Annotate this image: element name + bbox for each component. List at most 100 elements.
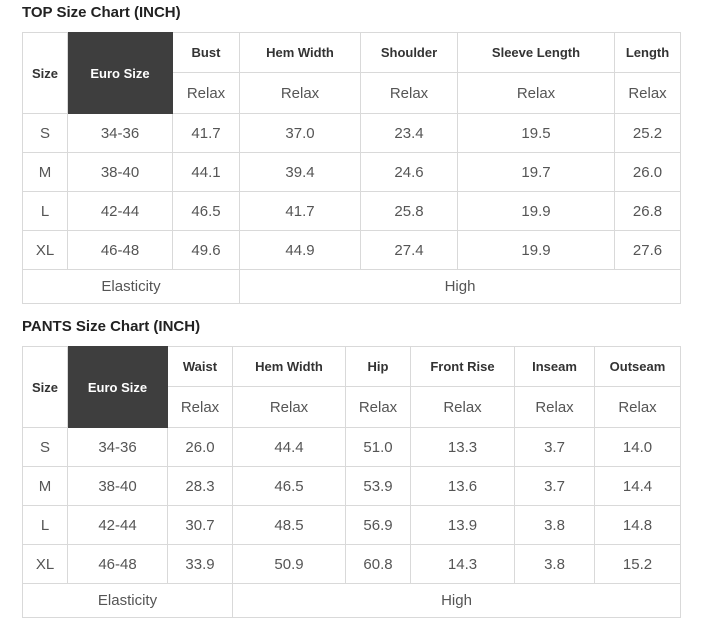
size-cell: M [22, 466, 68, 506]
value-cell: 25.8 [360, 191, 458, 231]
size-cell: XL [22, 544, 68, 584]
value-cell: 26.8 [614, 191, 681, 231]
value-cell: 46.5 [232, 466, 346, 506]
size-cell: XL [22, 230, 68, 270]
pants-size-chart-section: PANTS Size Chart (INCH) Size Euro Size W… [22, 318, 701, 618]
pants-header-row: Size Euro Size Waist Hem Width Hip Front… [22, 346, 681, 428]
table-row: M 38-40 44.1 39.4 24.6 19.7 26.0 [22, 152, 681, 192]
value-cell: 60.8 [345, 544, 411, 584]
euro-size-cell: 42-44 [67, 191, 173, 231]
value-cell: 53.9 [345, 466, 411, 506]
size-cell: M [22, 152, 68, 192]
size-cell: S [22, 113, 68, 153]
value-cell: 13.6 [410, 466, 515, 506]
table-row: M 38-40 28.3 46.5 53.9 13.6 3.7 14.4 [22, 466, 681, 506]
elasticity-value-cell: High [232, 583, 681, 618]
pants-fit-cell-inseam: Relax [514, 386, 595, 428]
value-cell: 13.9 [410, 505, 515, 545]
table-row: S 34-36 26.0 44.4 51.0 13.3 3.7 14.0 [22, 427, 681, 467]
top-fit-cell-shoulder: Relax [360, 72, 458, 114]
value-cell: 14.4 [594, 466, 681, 506]
pants-fit-cell-hip: Relax [345, 386, 411, 428]
elasticity-label-cell: Elasticity [22, 269, 240, 304]
value-cell: 23.4 [360, 113, 458, 153]
value-cell: 27.4 [360, 230, 458, 270]
value-cell: 28.3 [167, 466, 233, 506]
value-cell: 41.7 [239, 191, 361, 231]
pants-col-header-euro-size: Euro Size [67, 346, 168, 428]
value-cell: 49.6 [172, 230, 240, 270]
euro-size-cell: 34-36 [67, 427, 168, 467]
value-cell: 3.7 [514, 466, 595, 506]
value-cell: 56.9 [345, 505, 411, 545]
top-col-header-length: Length [614, 32, 681, 73]
value-cell: 19.9 [457, 230, 615, 270]
value-cell: 24.6 [360, 152, 458, 192]
elasticity-label-cell: Elasticity [22, 583, 233, 618]
elasticity-value-cell: High [239, 269, 681, 304]
value-cell: 14.8 [594, 505, 681, 545]
value-cell: 19.7 [457, 152, 615, 192]
pants-size-table: Size Euro Size Waist Hem Width Hip Front… [22, 346, 681, 618]
pants-fit-cell-front-rise: Relax [410, 386, 515, 428]
value-cell: 13.3 [410, 427, 515, 467]
value-cell: 14.3 [410, 544, 515, 584]
top-col-header-sleeve-length: Sleeve Length [457, 32, 615, 73]
value-cell: 37.0 [239, 113, 361, 153]
pants-col-header-outseam: Outseam [594, 346, 681, 387]
top-size-table: Size Euro Size Bust Hem Width Shoulder S… [22, 32, 681, 304]
value-cell: 27.6 [614, 230, 681, 270]
value-cell: 33.9 [167, 544, 233, 584]
size-cell: L [22, 505, 68, 545]
top-fit-cell-hem-width: Relax [239, 72, 361, 114]
value-cell: 3.7 [514, 427, 595, 467]
euro-size-cell: 46-48 [67, 230, 173, 270]
table-row: L 42-44 46.5 41.7 25.8 19.9 26.8 [22, 191, 681, 231]
value-cell: 51.0 [345, 427, 411, 467]
table-row: L 42-44 30.7 48.5 56.9 13.9 3.8 14.8 [22, 505, 681, 545]
value-cell: 44.9 [239, 230, 361, 270]
size-cell: S [22, 427, 68, 467]
euro-size-cell: 38-40 [67, 152, 173, 192]
euro-size-cell: 38-40 [67, 466, 168, 506]
size-cell: L [22, 191, 68, 231]
euro-size-cell: 34-36 [67, 113, 173, 153]
pants-fit-cell-hem-width: Relax [232, 386, 346, 428]
value-cell: 19.5 [457, 113, 615, 153]
pants-col-header-hem-width: Hem Width [232, 346, 346, 387]
value-cell: 19.9 [457, 191, 615, 231]
top-col-header-hem-width: Hem Width [239, 32, 361, 73]
euro-size-cell: 46-48 [67, 544, 168, 584]
value-cell: 15.2 [594, 544, 681, 584]
table-row: XL 46-48 33.9 50.9 60.8 14.3 3.8 15.2 [22, 544, 681, 584]
value-cell: 39.4 [239, 152, 361, 192]
value-cell: 25.2 [614, 113, 681, 153]
elasticity-row: Elasticity High [22, 269, 681, 304]
value-cell: 46.5 [172, 191, 240, 231]
value-cell: 48.5 [232, 505, 346, 545]
euro-size-cell: 42-44 [67, 505, 168, 545]
value-cell: 50.9 [232, 544, 346, 584]
value-cell: 41.7 [172, 113, 240, 153]
table-row: S 34-36 41.7 37.0 23.4 19.5 25.2 [22, 113, 681, 153]
top-col-header-bust: Bust [172, 32, 240, 73]
pants-fit-row: Relax Relax Relax Relax Relax Relax [23, 386, 681, 428]
pants-col-header-front-rise: Front Rise [410, 346, 515, 387]
top-fit-cell-length: Relax [614, 72, 681, 114]
value-cell: 44.4 [232, 427, 346, 467]
top-header-row: Size Euro Size Bust Hem Width Shoulder S… [22, 32, 681, 114]
top-col-header-shoulder: Shoulder [360, 32, 458, 73]
value-cell: 3.8 [514, 505, 595, 545]
value-cell: 30.7 [167, 505, 233, 545]
pants-fit-cell-waist: Relax [167, 386, 233, 428]
value-cell: 3.8 [514, 544, 595, 584]
top-size-chart-title: TOP Size Chart (INCH) [22, 4, 181, 21]
top-fit-cell-bust: Relax [172, 72, 240, 114]
value-cell: 26.0 [614, 152, 681, 192]
top-fit-row: Relax Relax Relax Relax Relax [23, 72, 681, 114]
value-cell: 44.1 [172, 152, 240, 192]
top-size-chart-section: TOP Size Chart (INCH) Size Euro Size Bus… [22, 4, 701, 304]
pants-size-chart-title: PANTS Size Chart (INCH) [22, 318, 201, 335]
top-fit-cell-sleeve-length: Relax [457, 72, 615, 114]
top-col-header-size: Size [22, 32, 68, 114]
